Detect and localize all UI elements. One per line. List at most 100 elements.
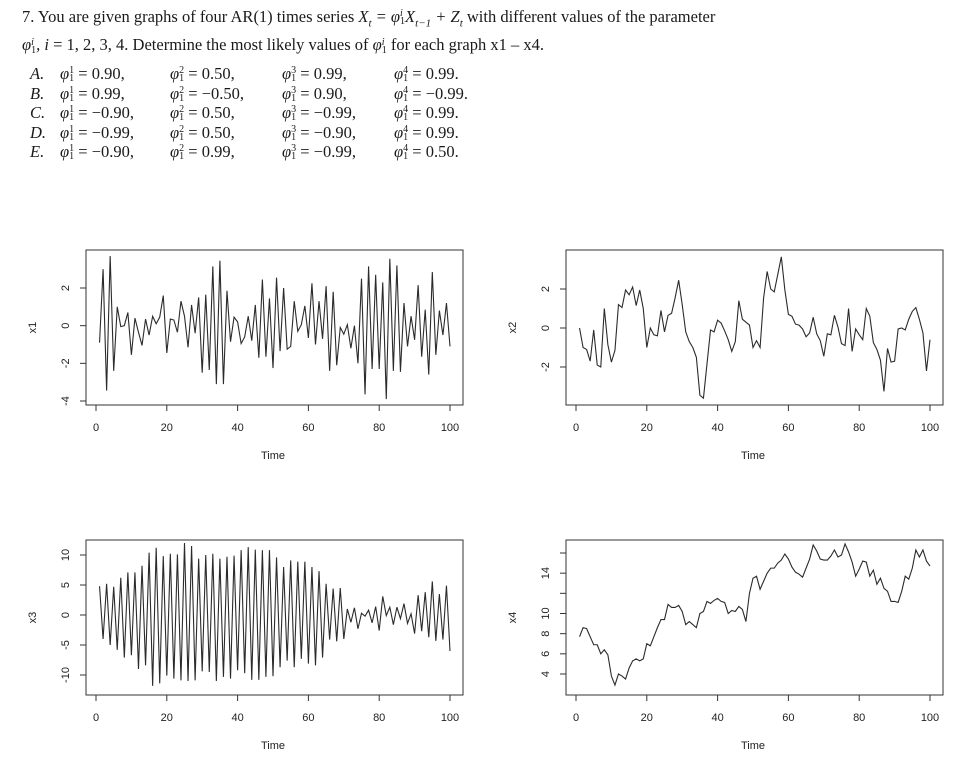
chart-x2: 0 20 40 60 80 100 Time -2 0 2 x2	[500, 235, 950, 470]
y-tick-label: 0	[60, 612, 72, 618]
x-tick-label: 20	[161, 712, 173, 724]
x-tick-label: 100	[441, 422, 459, 434]
answer-option: B. φ 1 1 = 0.99, φ 2 1 = −0.50, φ 3 1 = 0.90, φ 4 1 …	[30, 84, 504, 104]
series-line	[98, 542, 451, 686]
y-tick-label: -2	[60, 358, 72, 368]
phi-value: = −0.90,	[78, 142, 135, 161]
question-instruction-end: for each graph x1 – x4.	[390, 35, 544, 55]
y-tick-label: 4	[540, 671, 552, 677]
plot-frame	[565, 539, 944, 696]
option-letter: A.	[30, 64, 45, 83]
y-axis-label: x4	[507, 612, 519, 624]
phi-value: = 0.99,	[188, 142, 235, 161]
x-tick-label: 100	[441, 712, 459, 724]
x-tick-label: 40	[711, 712, 723, 724]
x-tick-label: 40	[231, 712, 243, 724]
question-intro-cont: with different values of the parameter	[466, 7, 716, 26]
x-tick-label: 20	[161, 422, 173, 434]
x-tick-label: 20	[641, 712, 653, 724]
phi-value: = 0.90,	[300, 83, 347, 103]
x-tick-label: 80	[853, 712, 865, 724]
y-tick-label: 10	[60, 549, 72, 561]
x-tick-label: 60	[782, 422, 794, 434]
question-text: 7. You are given graphs of four AR(1) ti…	[22, 6, 952, 56]
phi-value: = 0.99,	[78, 83, 125, 103]
option-letter: E.	[30, 142, 45, 161]
x-axis-label: Time	[261, 740, 285, 752]
phi-value: = −0.99,	[78, 122, 135, 142]
phi-value: = 0.99.	[412, 64, 459, 83]
x-axis-label: Time	[741, 740, 765, 752]
phi-value: = 0.99.	[412, 122, 459, 142]
option-letter: B.	[30, 83, 45, 103]
x-tick-label: 40	[711, 422, 723, 434]
y-tick-label: 0	[60, 323, 72, 329]
option-letter: D.	[30, 122, 47, 142]
x-tick-label: 80	[853, 422, 865, 434]
chart-x1: 0 20 40 60 80 100 Time -4 -2 0 2 x1	[20, 235, 470, 470]
y-axis-label: x2	[507, 322, 519, 334]
x-tick-label: 100	[921, 422, 939, 434]
x-tick-label: 0	[93, 422, 99, 434]
y-tick-label: -10	[60, 667, 72, 683]
answer-option: C. φ 1 1 = −0.90, φ 2 1 = 0.50, φ 3 1 = −0.99, φ 4 1…	[30, 103, 504, 123]
y-tick-label: -4	[60, 396, 72, 406]
question-instruction: Determine the most likely values of	[132, 35, 369, 55]
y-tick-label: 2	[540, 286, 552, 292]
x-axis-label: Time	[741, 450, 765, 462]
question-intro: You are given graphs of four AR(1) times…	[37, 7, 355, 26]
phi-value: = 0.50,	[188, 122, 235, 142]
series-line	[98, 255, 451, 400]
y-tick-label: 14	[540, 567, 552, 579]
answer-option: A. φ 1 1 = 0.90, φ 2 1 = 0.50, φ 3 1 = 0.99, φ 4 1 =…	[30, 64, 504, 84]
x-tick-label: 40	[231, 422, 243, 434]
question-line-1: 7. You are given graphs of four AR(1) ti…	[22, 6, 952, 34]
phi-value: = −0.99,	[300, 103, 357, 122]
y-tick-label: -2	[540, 362, 552, 372]
chart-x3: 0 20 40 60 80 100 Time -10 -5 0 5 10 x3	[20, 525, 470, 760]
x-axis-label: Time	[261, 450, 285, 462]
y-axis-label: x1	[27, 322, 39, 334]
ar1-equation: Xt = φ i 1 Xt−1 + Zt	[358, 7, 463, 30]
phi-value: = 0.90,	[78, 64, 125, 83]
y-axis-label: x3	[27, 612, 39, 624]
series-line	[578, 256, 931, 400]
x-tick-label: 80	[373, 712, 385, 724]
x-tick-label: 0	[573, 712, 579, 724]
answer-option: D. φ 1 1 = −0.99, φ 2 1 = 0.50, φ 3 1 = −0.90, φ 4 1…	[30, 123, 504, 143]
